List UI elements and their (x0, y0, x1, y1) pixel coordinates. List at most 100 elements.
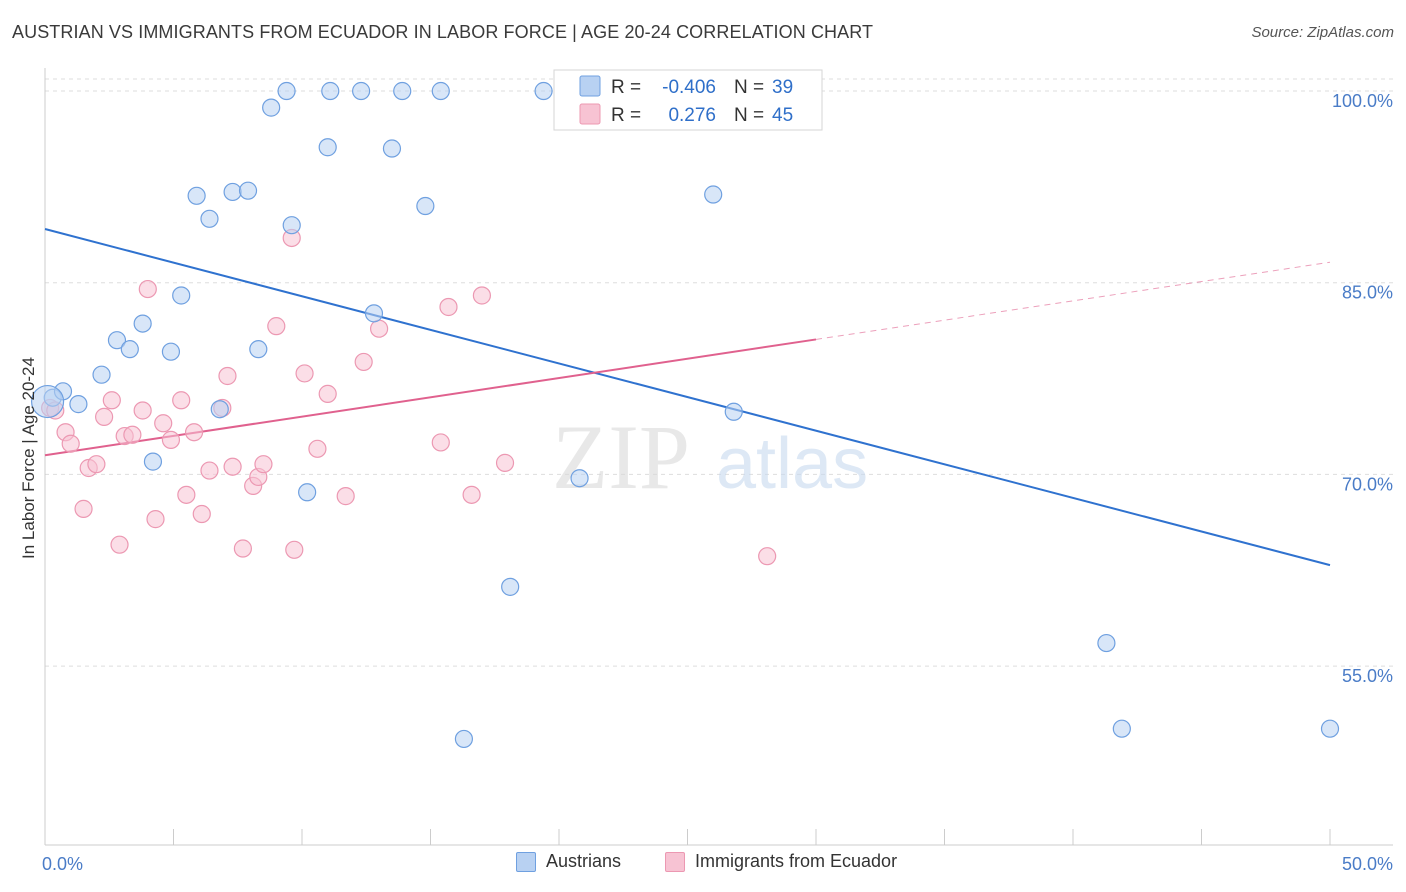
x-tick-labels: 0.0% 50.0% (42, 854, 1393, 874)
austrians-point (704, 185, 723, 204)
ecuador-point (133, 401, 152, 420)
y-tick-label: 85.0% (1342, 283, 1393, 303)
ecuador-point (87, 455, 106, 474)
austrians-point (318, 138, 337, 157)
axes (44, 68, 1393, 846)
austrians-point (501, 577, 520, 596)
legend-r-label-ecuador: R = (611, 105, 641, 126)
ecuador-point (192, 504, 211, 524)
ecuador-point (123, 425, 142, 444)
legend-item-austrians: Austrians (516, 851, 621, 872)
ecuador-point (233, 539, 252, 558)
austrians-point (262, 98, 281, 117)
ecuador-point (495, 453, 515, 472)
y-tick-label: 55.0% (1342, 666, 1393, 686)
x-tick-label: 0.0% (42, 854, 83, 874)
legend-n-value-ecuador: 45 (772, 105, 793, 126)
ecuador-point (95, 407, 114, 426)
austrians-point (238, 181, 258, 200)
ecuador-point (184, 423, 204, 442)
austrians-point (321, 81, 340, 101)
austrians-point (454, 729, 474, 749)
austrians-point (1112, 719, 1131, 738)
legend-n-label-austrians: N = (734, 77, 764, 98)
gridlines (45, 78, 1393, 667)
trend-line-0 (44, 228, 1331, 567)
ecuador-point (295, 364, 314, 383)
austrians-point (416, 196, 435, 216)
legend-label-austrians: Austrians (546, 851, 622, 871)
ecuador-point (336, 487, 355, 506)
ecuador-point (462, 485, 481, 504)
trend-line-extension-1 (815, 261, 1331, 340)
ecuador-point (285, 540, 304, 559)
austrians-point (210, 400, 229, 419)
austrians-point (30, 384, 65, 419)
y-tick-label: 100.0% (1332, 91, 1393, 111)
watermark-zip: ZIP (552, 406, 690, 508)
austrians-point (161, 342, 181, 361)
legend-r-value-austrians: -0.406 (662, 77, 716, 98)
legend-label-ecuador: Immigrants from Ecuador (695, 851, 898, 871)
austrians-point (282, 216, 301, 235)
austrians-point (143, 452, 163, 471)
ecuador-point (138, 279, 157, 299)
ecuador-point (146, 510, 165, 529)
austrians-point (120, 340, 139, 359)
austrians-point (69, 395, 88, 414)
chart-title: AUSTRIAN VS IMMIGRANTS FROM ECUADOR IN L… (12, 22, 874, 42)
ecuador-point (318, 384, 337, 403)
austrians-point (133, 314, 152, 333)
y-tick-label: 70.0% (1342, 474, 1393, 494)
austrians-point (534, 81, 553, 101)
ecuador-point (110, 535, 129, 554)
ecuador-point (472, 286, 491, 305)
legend-n-label-ecuador: N = (734, 105, 764, 126)
ecuador-point (218, 366, 237, 386)
ecuador-point (200, 461, 219, 480)
y-tick-labels: 55.0% 70.0% 85.0% 100.0% (1332, 91, 1393, 686)
chart-source: Source: ZipAtlas.com (1251, 24, 1394, 41)
austrians-point (298, 483, 317, 502)
watermark-atlas: atlas (716, 424, 868, 504)
austrians-point (352, 81, 371, 101)
ecuador-point (61, 434, 80, 453)
legend-swatch-ecuador (579, 103, 601, 125)
ecuador-point (758, 547, 777, 566)
ecuador-point (439, 297, 458, 317)
trend-lines (44, 228, 1331, 567)
austrians-point (223, 182, 242, 202)
ecuador-point (177, 485, 196, 504)
ecuador-point (102, 391, 121, 410)
austrians-point (382, 139, 402, 158)
legend-swatch-austrians (579, 75, 601, 97)
austrians-point (1097, 633, 1116, 653)
ecuador-point (370, 319, 389, 338)
ecuador-point (254, 455, 273, 474)
austrians-point (107, 331, 127, 350)
series-legend: Austrians Immigrants from Ecuador (0, 851, 1406, 879)
austrians-point (277, 81, 296, 101)
legend-swatch-ecuador-bottom (665, 851, 685, 872)
x-tick-label: 50.0% (1342, 854, 1393, 874)
ecuador-point (154, 414, 173, 433)
austrians-point (724, 402, 743, 421)
watermark: ZIP atlas (552, 406, 868, 508)
y-axis-label: In Labor Force | Age 20-24 (19, 357, 38, 559)
austrians-point (172, 286, 191, 305)
ecuador-point (161, 430, 181, 449)
ecuador-point (354, 352, 373, 372)
ecuador-point (172, 391, 191, 410)
stats-legend: R = -0.406 N = 39 R = 0.276 N = 45 (553, 69, 823, 131)
ecuador-point (431, 433, 450, 452)
austrians-point (249, 340, 268, 359)
ecuador-point (267, 317, 286, 336)
austrians-point (1320, 719, 1340, 738)
austrians-point (431, 81, 450, 101)
austrians-point (393, 81, 412, 101)
legend-n-value-austrians: 39 (772, 77, 793, 98)
legend-item-ecuador: Immigrants from Ecuador (665, 851, 897, 872)
legend-r-label-austrians: R = (611, 77, 641, 98)
legend-swatch-austrians-bottom (516, 851, 536, 872)
